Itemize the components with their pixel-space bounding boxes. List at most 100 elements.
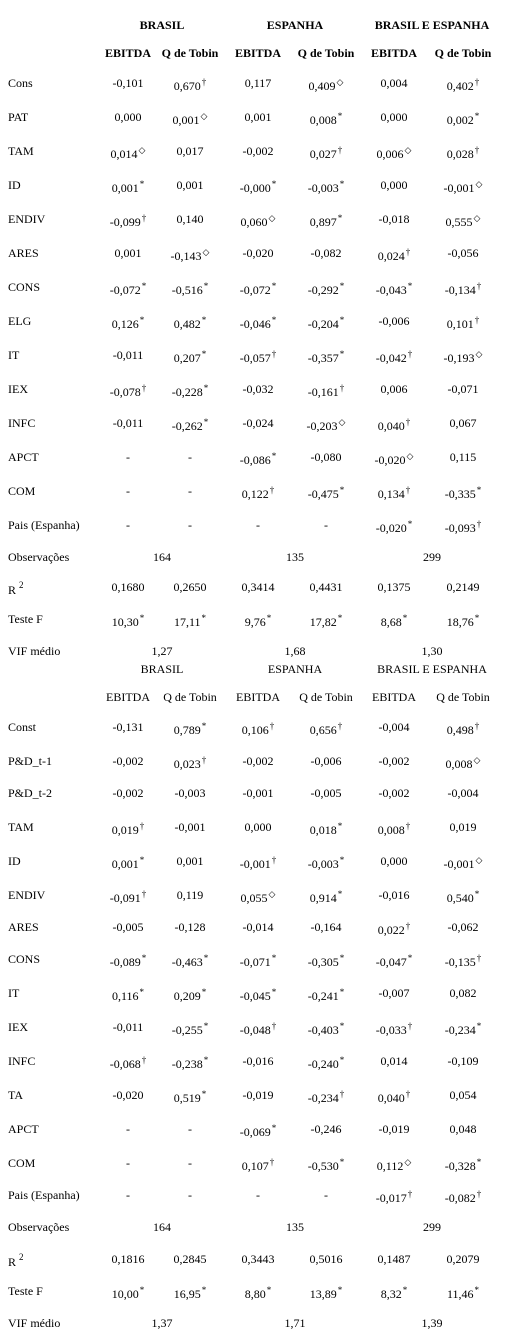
cell-number: 17,11 <box>173 615 201 629</box>
f-test-value: 11,46* <box>447 1284 479 1302</box>
table-cell: -0,203◇ <box>307 416 346 434</box>
cell-number: -0,016 <box>378 888 410 902</box>
cell-number: -0,161 <box>307 385 339 399</box>
cell-number: -0,003 <box>307 181 339 195</box>
cell-number: 16,95 <box>173 1287 201 1301</box>
table-cell: -0,003 <box>175 786 206 801</box>
significance-mark: * <box>476 1157 482 1167</box>
f-test-value: 10,30* <box>112 612 145 630</box>
significance-mark: † <box>405 417 411 427</box>
table-cell: 0,040† <box>378 1088 411 1106</box>
cell-number: 0,001 <box>172 113 200 127</box>
table-cell: 0,023† <box>174 754 207 772</box>
cell-value: -0,080 <box>311 450 342 465</box>
significance-mark: † <box>337 721 343 731</box>
cell-number: -0,240 <box>307 1057 339 1071</box>
table-cell: -0,000* <box>240 178 277 196</box>
significance-mark: † <box>476 953 482 963</box>
cell-number: 0,555 <box>445 215 473 229</box>
table-cell: -0,082† <box>445 1188 482 1206</box>
cell-number: -0,530 <box>307 1159 339 1173</box>
cell-value: 10,30* <box>112 614 145 630</box>
cell-value: 0,000 <box>115 110 142 125</box>
observations-value: 299 <box>423 1220 441 1234</box>
cell-number: 0,116 <box>111 989 139 1003</box>
table-cell: -0,072* <box>110 280 147 298</box>
cell-number: -0,134 <box>444 283 476 297</box>
table-cell: -0,082 <box>311 246 342 261</box>
cell-value: -0,057† <box>240 350 277 366</box>
column-header: EBITDA <box>370 46 418 60</box>
table-cell: 0,027† <box>310 144 343 162</box>
cell-value: 17,82* <box>309 614 343 630</box>
significance-mark: * <box>139 855 145 865</box>
cell-value: -0,335* <box>445 486 482 502</box>
table-cell: 0,207* <box>174 348 207 366</box>
significance-mark: * <box>474 111 480 121</box>
cell-value: 0,082 <box>450 986 477 1001</box>
cell-value: -0,234† <box>308 1090 345 1106</box>
table-cell: -0,164 <box>311 920 342 935</box>
cell-value: 0,014◇ <box>111 146 146 162</box>
cell-number: 0,402 <box>446 79 474 93</box>
cell-value: 0,040† <box>378 417 411 434</box>
cell-value: 0,402† <box>446 78 480 94</box>
significance-mark: * <box>271 179 277 189</box>
significance-mark: * <box>203 417 209 427</box>
cell-value: -0,020◇ <box>375 452 414 468</box>
cell-value: -0,002 <box>243 754 274 769</box>
cell-number: -0,204 <box>307 317 339 331</box>
row-label: ARES <box>8 246 39 260</box>
cell-number: 0,106 <box>241 723 269 737</box>
table-cell: - <box>126 450 130 465</box>
cell-number: - <box>324 518 328 532</box>
table-cell: -0,018 <box>379 212 410 227</box>
cell-value: -0,043* <box>376 282 413 298</box>
cell-value: 0,001◇ <box>172 112 208 128</box>
cell-value: - <box>188 450 192 465</box>
cell-value: - <box>126 450 130 465</box>
significance-mark: ◇ <box>338 417 346 427</box>
cell-value: -0,020 <box>243 246 274 261</box>
cell-value: 0,116* <box>111 988 144 1004</box>
cell-value: -0,238* <box>172 1056 209 1072</box>
r-squared-value: 0,2079 <box>446 1252 480 1266</box>
significance-mark: ◇ <box>336 77 344 87</box>
cell-number: 0,004 <box>380 76 408 90</box>
table-cell: - <box>188 1122 192 1137</box>
cell-value: 0,002* <box>447 111 480 128</box>
significance-mark: * <box>201 987 207 997</box>
cell-number: 0,101 <box>446 317 474 331</box>
table-cell: -0,019 <box>243 1088 274 1103</box>
table-cell: 0,209* <box>174 986 207 1004</box>
cell-number: -0,093 <box>444 521 476 535</box>
cell-number: 0,000 <box>380 110 408 124</box>
table-cell: 0,001 <box>115 246 142 261</box>
significance-mark: † <box>474 145 480 155</box>
cell-number: 0,122 <box>241 487 269 501</box>
cell-number: 17,82 <box>309 615 337 629</box>
cell-number: -0,004 <box>378 720 410 734</box>
table-cell: 0,112◇ <box>377 1156 411 1174</box>
r-squared-label: R <box>8 583 17 597</box>
f-test-value: 8,80* <box>245 1284 272 1302</box>
significance-mark: † <box>139 821 145 831</box>
f-test-value: 10,00* <box>112 1284 145 1302</box>
cell-number: -0,001 <box>174 820 206 834</box>
table-cell: 0,540* <box>447 888 480 906</box>
r-squared-value: 0,1487 <box>377 1252 411 1266</box>
cell-value: 0,001 <box>115 246 142 261</box>
row-label: ENDIV <box>8 888 46 902</box>
cell-number: -0,002 <box>242 144 274 158</box>
cell-value: - <box>126 1188 130 1203</box>
cell-value: -0,004 <box>448 786 479 801</box>
table-cell: 0,000 <box>381 854 408 869</box>
cell-value: -0,002 <box>113 786 144 801</box>
significance-mark: * <box>339 855 345 865</box>
row-label: IT <box>8 348 20 362</box>
cell-value: -0,020* <box>376 520 413 536</box>
significance-mark: † <box>201 77 207 87</box>
significance-mark: † <box>269 485 275 495</box>
table-cell: 0,019 <box>450 820 477 835</box>
cell-value: - <box>324 1188 328 1203</box>
